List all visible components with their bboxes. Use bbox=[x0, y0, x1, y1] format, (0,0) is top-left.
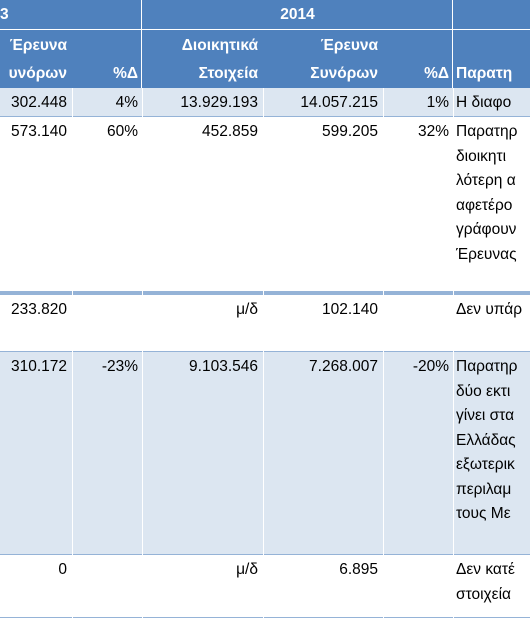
col-divider bbox=[72, 88, 73, 618]
row-line bbox=[0, 116, 530, 117]
note-line: δύο εκτι bbox=[456, 382, 511, 400]
cell: 4% bbox=[115, 94, 138, 111]
column-header: Έρευνα bbox=[9, 37, 67, 54]
column-header: Διοικητικά bbox=[181, 37, 258, 54]
cell: 7.268.007 bbox=[309, 358, 378, 375]
row-line bbox=[0, 351, 530, 352]
header-band bbox=[0, 0, 530, 88]
col-divider bbox=[142, 88, 143, 618]
col-divider bbox=[383, 88, 384, 618]
divider bbox=[452, 0, 453, 88]
row-band bbox=[0, 352, 530, 555]
cell: 6.895 bbox=[339, 561, 378, 578]
note-line: εξωτερικ bbox=[456, 456, 515, 473]
row-band bbox=[0, 295, 530, 352]
cell: 9.103.546 bbox=[189, 358, 258, 375]
cell: 60% bbox=[106, 123, 138, 140]
note-line: Δεν κατέ bbox=[456, 561, 515, 578]
cell: 13.929.193 bbox=[180, 94, 258, 111]
year-label: 3 bbox=[0, 6, 9, 23]
note-line: Ελλάδας bbox=[456, 431, 516, 449]
cell: 599.205 bbox=[321, 123, 378, 140]
row-band bbox=[0, 88, 530, 117]
note-line: Η διαφο bbox=[456, 94, 512, 111]
note-line: γίνει στα bbox=[456, 407, 515, 424]
row-line bbox=[0, 554, 530, 555]
note-line: Παρατηρ bbox=[456, 123, 518, 140]
note-line: διοικητι bbox=[456, 147, 507, 165]
cell: μ/δ bbox=[236, 301, 258, 318]
cell: 14.057.215 bbox=[300, 94, 378, 111]
column-header: Στοιχεία bbox=[198, 65, 258, 82]
note-line: λότερη α bbox=[456, 172, 516, 189]
cell: μ/δ bbox=[236, 561, 258, 578]
note-line: αφετέρο bbox=[456, 196, 513, 214]
row-band bbox=[0, 555, 530, 618]
note-line: Παρατηρ bbox=[456, 358, 518, 375]
cell: 102.140 bbox=[321, 301, 378, 318]
note-line: Δεν υπάρ bbox=[456, 301, 523, 318]
column-header: Συνόρων bbox=[310, 65, 378, 82]
row-band bbox=[0, 117, 530, 292]
cell: 1% bbox=[426, 94, 449, 111]
column-header: Παρατη bbox=[456, 65, 513, 82]
divider bbox=[0, 29, 530, 30]
note-line: Έρευνας bbox=[456, 245, 517, 263]
year-label: 2014 bbox=[280, 6, 315, 23]
cell: 32% bbox=[417, 123, 449, 140]
thick-separator bbox=[0, 291, 530, 295]
note-line: στοιχεία bbox=[456, 585, 511, 603]
cell: -20% bbox=[412, 358, 449, 375]
cell: 0 bbox=[58, 561, 67, 578]
cell: 452.859 bbox=[201, 123, 258, 140]
col-divider bbox=[453, 88, 454, 618]
column-header: Έρευνα bbox=[320, 37, 378, 54]
col-divider bbox=[263, 88, 264, 618]
note-line: γράφουν bbox=[456, 221, 517, 238]
cell: -23% bbox=[101, 358, 138, 375]
column-header: %Δ bbox=[113, 65, 138, 82]
column-header: %Δ bbox=[424, 65, 449, 82]
cell: 310.172 bbox=[10, 358, 67, 375]
cell: 302.448 bbox=[10, 94, 67, 111]
cell: 573.140 bbox=[10, 123, 67, 140]
divider bbox=[141, 0, 142, 88]
cell: 233.820 bbox=[10, 301, 67, 318]
column-header: υνόρων bbox=[8, 65, 67, 82]
note-line: τους Με bbox=[456, 505, 511, 522]
note-line: περιλαμ bbox=[456, 480, 512, 498]
